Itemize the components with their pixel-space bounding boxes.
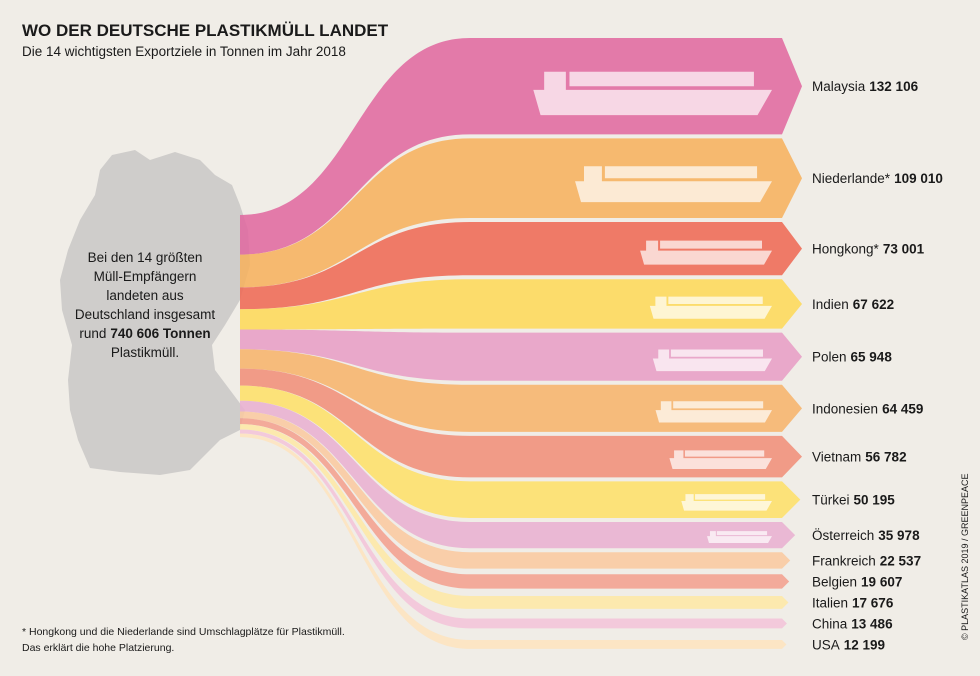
flow-band xyxy=(240,368,802,478)
annotation: Plastikmüll. xyxy=(111,345,179,360)
flow-band xyxy=(240,418,790,589)
country-label: Indonesien 64 459 xyxy=(812,401,923,416)
country-label: Indien 67 622 xyxy=(812,297,894,312)
footnote: Das erklärt die hohe Platzierung. xyxy=(22,642,174,654)
country-name: Italien xyxy=(812,595,848,610)
value-label: 12 199 xyxy=(844,637,885,652)
ship xyxy=(669,450,772,470)
value-label: 56 782 xyxy=(865,450,906,465)
country-label: Polen 65 948 xyxy=(812,350,892,365)
value-label: 22 537 xyxy=(880,553,921,568)
credit: © PLASTIKATLAS 2019 / GREENPEACE xyxy=(960,473,970,640)
country-name: Malaysia xyxy=(812,79,866,94)
country-label: Belgien 19 607 xyxy=(812,574,902,589)
value-label: 67 622 xyxy=(853,297,894,312)
country-name: Polen xyxy=(812,350,847,365)
annotation-total: 740 606 Tonnen xyxy=(110,326,210,341)
ship xyxy=(652,349,772,372)
ship xyxy=(655,401,772,423)
chart-title: WO DER DEUTSCHE PLASTIKMÜLL LANDET xyxy=(22,21,389,40)
value-label: 109 010 xyxy=(894,171,943,186)
country-label: Niederlande* 109 010 xyxy=(812,171,943,186)
annotation-text: rund xyxy=(79,326,106,341)
country-name: Indonesien xyxy=(812,401,878,416)
country-name: Österreich xyxy=(812,528,874,543)
country-name: Türkei xyxy=(812,493,850,508)
country-label: Vietnam 56 782 xyxy=(812,450,907,465)
value-label: 73 001 xyxy=(883,242,925,257)
country-label: Frankreich 22 537 xyxy=(812,553,921,568)
flow-band xyxy=(240,429,787,629)
annotation: Müll-Empfängern xyxy=(94,269,197,284)
country-name: USA xyxy=(812,637,840,652)
country-label: Hongkong* 73 001 xyxy=(812,242,925,257)
annotation: rund 740 606 Tonnen xyxy=(79,326,210,341)
germany-map xyxy=(60,150,250,475)
country-label: USA 12 199 xyxy=(812,637,885,652)
ship xyxy=(533,71,772,116)
flow-band xyxy=(240,411,791,569)
value-label: 19 607 xyxy=(861,574,902,589)
annotation: landeten aus xyxy=(106,288,184,303)
value-label: 64 459 xyxy=(882,401,923,416)
value-label: 17 676 xyxy=(852,595,894,610)
country-label: China 13 486 xyxy=(812,616,893,631)
value-label: 132 106 xyxy=(869,79,918,94)
value-label: 50 195 xyxy=(854,493,896,508)
annotation: Deutschland insgesamt xyxy=(75,307,216,322)
flows xyxy=(240,38,802,649)
country-name: China xyxy=(812,616,848,631)
flow-band xyxy=(240,385,801,518)
chart-subtitle: Die 14 wichtigsten Exportziele in Tonnen… xyxy=(22,44,346,59)
country-name: Hongkong* xyxy=(812,242,880,257)
footnote: * Hongkong und die Niederlande sind Umsc… xyxy=(22,626,345,638)
ship xyxy=(640,240,772,265)
value-label: 65 948 xyxy=(851,350,893,365)
flow-band xyxy=(240,433,787,649)
ship xyxy=(681,494,772,511)
labels: Malaysia 132 106 Niederlande* 109 010 Hongko… xyxy=(812,79,943,652)
ship xyxy=(575,166,772,203)
ship xyxy=(649,296,772,319)
country-name: Frankreich xyxy=(812,553,876,568)
value-label: 35 978 xyxy=(878,528,920,543)
country-label: Türkei 50 195 xyxy=(812,493,895,508)
value-label: 13 486 xyxy=(851,616,893,631)
country-name: Indien xyxy=(812,297,849,312)
annotation: Bei den 14 größten xyxy=(88,250,203,265)
country-label: Österreich 35 978 xyxy=(812,528,920,543)
country-name: Niederlande* xyxy=(812,171,891,186)
ship xyxy=(706,531,772,543)
flow-band xyxy=(240,424,789,609)
country-name: Belgien xyxy=(812,574,857,589)
country-label: Italien 17 676 xyxy=(812,595,894,610)
country-name: Vietnam xyxy=(812,450,861,465)
country-label: Malaysia 132 106 xyxy=(812,79,919,94)
